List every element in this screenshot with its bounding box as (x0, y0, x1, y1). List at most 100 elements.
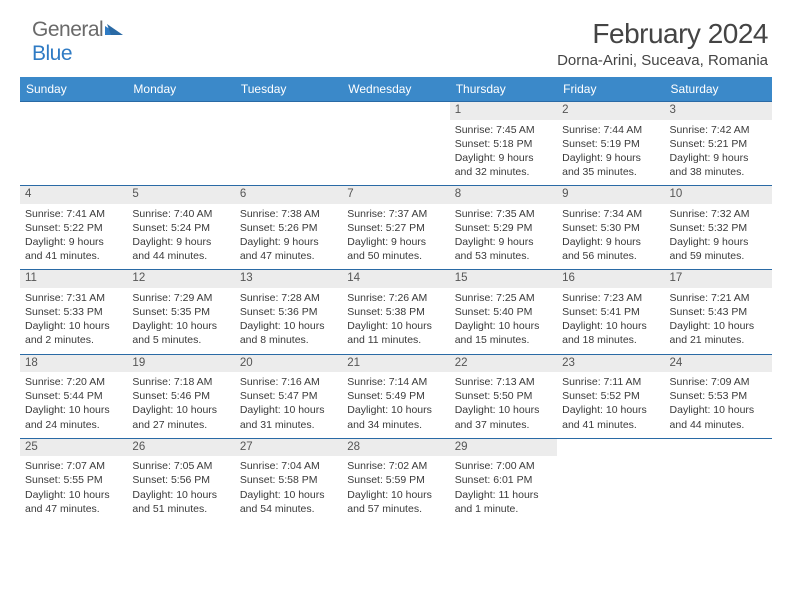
calendar-day-cell: 14Sunrise: 7:26 AMSunset: 5:38 PMDayligh… (342, 270, 449, 354)
calendar-day-cell (665, 438, 772, 522)
calendar-week-row: 11Sunrise: 7:31 AMSunset: 5:33 PMDayligh… (20, 270, 772, 354)
weekday-header: Friday (557, 77, 664, 102)
day-details: Sunrise: 7:38 AMSunset: 5:26 PMDaylight:… (235, 204, 342, 270)
empty-day (20, 102, 127, 120)
day-details: Sunrise: 7:44 AMSunset: 5:19 PMDaylight:… (557, 120, 664, 186)
calendar-day-cell (342, 102, 449, 186)
calendar-day-cell: 7Sunrise: 7:37 AMSunset: 5:27 PMDaylight… (342, 186, 449, 270)
calendar-day-cell: 22Sunrise: 7:13 AMSunset: 5:50 PMDayligh… (450, 354, 557, 438)
calendar-day-cell: 17Sunrise: 7:21 AMSunset: 5:43 PMDayligh… (665, 270, 772, 354)
day-number: 8 (450, 186, 557, 204)
day-number: 3 (665, 102, 772, 120)
day-number: 29 (450, 439, 557, 457)
day-details: Sunrise: 7:23 AMSunset: 5:41 PMDaylight:… (557, 288, 664, 354)
empty-day (557, 439, 664, 457)
day-details: Sunrise: 7:45 AMSunset: 5:18 PMDaylight:… (450, 120, 557, 186)
calendar-day-cell: 9Sunrise: 7:34 AMSunset: 5:30 PMDaylight… (557, 186, 664, 270)
logo-word-1: General (32, 18, 103, 41)
day-number: 28 (342, 439, 449, 457)
day-number: 1 (450, 102, 557, 120)
calendar-day-cell: 13Sunrise: 7:28 AMSunset: 5:36 PMDayligh… (235, 270, 342, 354)
calendar-day-cell: 29Sunrise: 7:00 AMSunset: 6:01 PMDayligh… (450, 438, 557, 522)
day-details: Sunrise: 7:32 AMSunset: 5:32 PMDaylight:… (665, 204, 772, 270)
weekday-header-row: SundayMondayTuesdayWednesdayThursdayFrid… (20, 77, 772, 102)
calendar-day-cell: 20Sunrise: 7:16 AMSunset: 5:47 PMDayligh… (235, 354, 342, 438)
day-details: Sunrise: 7:34 AMSunset: 5:30 PMDaylight:… (557, 204, 664, 270)
calendar-day-cell: 11Sunrise: 7:31 AMSunset: 5:33 PMDayligh… (20, 270, 127, 354)
day-number: 2 (557, 102, 664, 120)
day-number: 21 (342, 355, 449, 373)
calendar-day-cell: 25Sunrise: 7:07 AMSunset: 5:55 PMDayligh… (20, 438, 127, 522)
day-number: 12 (127, 270, 234, 288)
day-number: 14 (342, 270, 449, 288)
header: GeneralBlue February 2024 Dorna-Arini, S… (20, 18, 772, 69)
empty-day-body (235, 120, 342, 178)
day-number: 13 (235, 270, 342, 288)
calendar-table: SundayMondayTuesdayWednesdayThursdayFrid… (20, 77, 772, 522)
calendar-day-cell: 18Sunrise: 7:20 AMSunset: 5:44 PMDayligh… (20, 354, 127, 438)
weekday-header: Saturday (665, 77, 772, 102)
day-number: 22 (450, 355, 557, 373)
weekday-header: Tuesday (235, 77, 342, 102)
calendar-week-row: 1Sunrise: 7:45 AMSunset: 5:18 PMDaylight… (20, 102, 772, 186)
day-number: 25 (20, 439, 127, 457)
day-number: 19 (127, 355, 234, 373)
day-details: Sunrise: 7:42 AMSunset: 5:21 PMDaylight:… (665, 120, 772, 186)
calendar-day-cell: 27Sunrise: 7:04 AMSunset: 5:58 PMDayligh… (235, 438, 342, 522)
logo-text: GeneralBlue (32, 18, 127, 66)
calendar-day-cell: 3Sunrise: 7:42 AMSunset: 5:21 PMDaylight… (665, 102, 772, 186)
calendar-day-cell (235, 102, 342, 186)
day-details: Sunrise: 7:02 AMSunset: 5:59 PMDaylight:… (342, 456, 449, 522)
logo-triangle-icon (105, 18, 127, 42)
day-number: 10 (665, 186, 772, 204)
empty-day-body (557, 456, 664, 514)
day-number: 20 (235, 355, 342, 373)
day-number: 16 (557, 270, 664, 288)
day-details: Sunrise: 7:04 AMSunset: 5:58 PMDaylight:… (235, 456, 342, 522)
empty-day (127, 102, 234, 120)
weekday-header: Sunday (20, 77, 127, 102)
empty-day-body (342, 120, 449, 178)
calendar-day-cell: 23Sunrise: 7:11 AMSunset: 5:52 PMDayligh… (557, 354, 664, 438)
day-number: 11 (20, 270, 127, 288)
calendar-week-row: 4Sunrise: 7:41 AMSunset: 5:22 PMDaylight… (20, 186, 772, 270)
day-details: Sunrise: 7:14 AMSunset: 5:49 PMDaylight:… (342, 372, 449, 438)
calendar-body: 1Sunrise: 7:45 AMSunset: 5:18 PMDaylight… (20, 102, 772, 522)
day-number: 26 (127, 439, 234, 457)
day-number: 15 (450, 270, 557, 288)
calendar-day-cell: 10Sunrise: 7:32 AMSunset: 5:32 PMDayligh… (665, 186, 772, 270)
day-details: Sunrise: 7:28 AMSunset: 5:36 PMDaylight:… (235, 288, 342, 354)
empty-day (342, 102, 449, 120)
day-details: Sunrise: 7:29 AMSunset: 5:35 PMDaylight:… (127, 288, 234, 354)
calendar-day-cell: 21Sunrise: 7:14 AMSunset: 5:49 PMDayligh… (342, 354, 449, 438)
calendar-day-cell: 6Sunrise: 7:38 AMSunset: 5:26 PMDaylight… (235, 186, 342, 270)
calendar-day-cell: 15Sunrise: 7:25 AMSunset: 5:40 PMDayligh… (450, 270, 557, 354)
calendar-day-cell: 12Sunrise: 7:29 AMSunset: 5:35 PMDayligh… (127, 270, 234, 354)
empty-day-body (665, 456, 772, 514)
day-details: Sunrise: 7:40 AMSunset: 5:24 PMDaylight:… (127, 204, 234, 270)
weekday-header: Wednesday (342, 77, 449, 102)
day-details: Sunrise: 7:00 AMSunset: 6:01 PMDaylight:… (450, 456, 557, 522)
day-details: Sunrise: 7:25 AMSunset: 5:40 PMDaylight:… (450, 288, 557, 354)
day-number: 6 (235, 186, 342, 204)
location-text: Dorna-Arini, Suceava, Romania (557, 52, 768, 69)
day-details: Sunrise: 7:07 AMSunset: 5:55 PMDaylight:… (20, 456, 127, 522)
day-details: Sunrise: 7:35 AMSunset: 5:29 PMDaylight:… (450, 204, 557, 270)
calendar-day-cell: 2Sunrise: 7:44 AMSunset: 5:19 PMDaylight… (557, 102, 664, 186)
calendar-day-cell: 19Sunrise: 7:18 AMSunset: 5:46 PMDayligh… (127, 354, 234, 438)
calendar-day-cell: 1Sunrise: 7:45 AMSunset: 5:18 PMDaylight… (450, 102, 557, 186)
day-details: Sunrise: 7:13 AMSunset: 5:50 PMDaylight:… (450, 372, 557, 438)
logo: GeneralBlue (20, 18, 127, 66)
empty-day-body (20, 120, 127, 178)
calendar-day-cell: 4Sunrise: 7:41 AMSunset: 5:22 PMDaylight… (20, 186, 127, 270)
day-number: 17 (665, 270, 772, 288)
calendar-day-cell (20, 102, 127, 186)
day-details: Sunrise: 7:09 AMSunset: 5:53 PMDaylight:… (665, 372, 772, 438)
calendar-day-cell (127, 102, 234, 186)
day-number: 4 (20, 186, 127, 204)
calendar-day-cell: 5Sunrise: 7:40 AMSunset: 5:24 PMDaylight… (127, 186, 234, 270)
calendar-day-cell: 8Sunrise: 7:35 AMSunset: 5:29 PMDaylight… (450, 186, 557, 270)
day-details: Sunrise: 7:20 AMSunset: 5:44 PMDaylight:… (20, 372, 127, 438)
day-details: Sunrise: 7:05 AMSunset: 5:56 PMDaylight:… (127, 456, 234, 522)
empty-day (235, 102, 342, 120)
